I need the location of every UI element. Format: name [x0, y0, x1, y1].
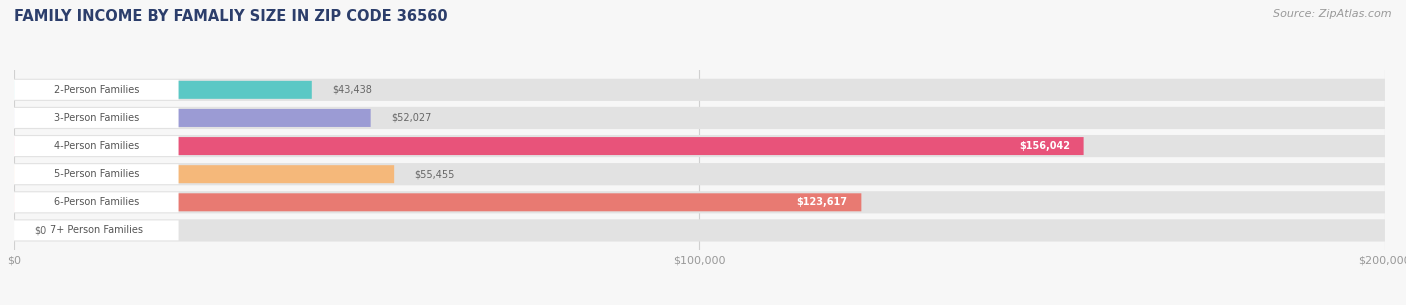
FancyBboxPatch shape [14, 107, 1385, 129]
FancyBboxPatch shape [14, 221, 179, 240]
FancyBboxPatch shape [14, 81, 312, 99]
Text: 3-Person Families: 3-Person Families [53, 113, 139, 123]
FancyBboxPatch shape [14, 164, 179, 184]
FancyBboxPatch shape [14, 109, 371, 127]
FancyBboxPatch shape [14, 137, 1084, 155]
Text: $52,027: $52,027 [391, 113, 432, 123]
FancyBboxPatch shape [14, 135, 1385, 157]
Text: $156,042: $156,042 [1019, 141, 1070, 151]
Text: 4-Person Families: 4-Person Families [53, 141, 139, 151]
FancyBboxPatch shape [14, 165, 394, 183]
FancyBboxPatch shape [14, 193, 862, 211]
FancyBboxPatch shape [14, 80, 179, 100]
Text: 5-Person Families: 5-Person Families [53, 169, 139, 179]
Text: Source: ZipAtlas.com: Source: ZipAtlas.com [1274, 9, 1392, 19]
FancyBboxPatch shape [14, 163, 1385, 185]
FancyBboxPatch shape [14, 136, 179, 156]
FancyBboxPatch shape [14, 219, 1385, 242]
Text: 6-Person Families: 6-Person Families [53, 197, 139, 207]
Text: $0: $0 [35, 225, 46, 235]
Text: 2-Person Families: 2-Person Families [53, 85, 139, 95]
Text: FAMILY INCOME BY FAMALIY SIZE IN ZIP CODE 36560: FAMILY INCOME BY FAMALIY SIZE IN ZIP COD… [14, 9, 447, 24]
Text: 7+ Person Families: 7+ Person Families [49, 225, 143, 235]
Text: $43,438: $43,438 [332, 85, 373, 95]
FancyBboxPatch shape [14, 108, 179, 128]
FancyBboxPatch shape [14, 191, 1385, 214]
Text: $123,617: $123,617 [797, 197, 848, 207]
FancyBboxPatch shape [14, 192, 179, 212]
FancyBboxPatch shape [14, 79, 1385, 101]
Text: $55,455: $55,455 [415, 169, 456, 179]
